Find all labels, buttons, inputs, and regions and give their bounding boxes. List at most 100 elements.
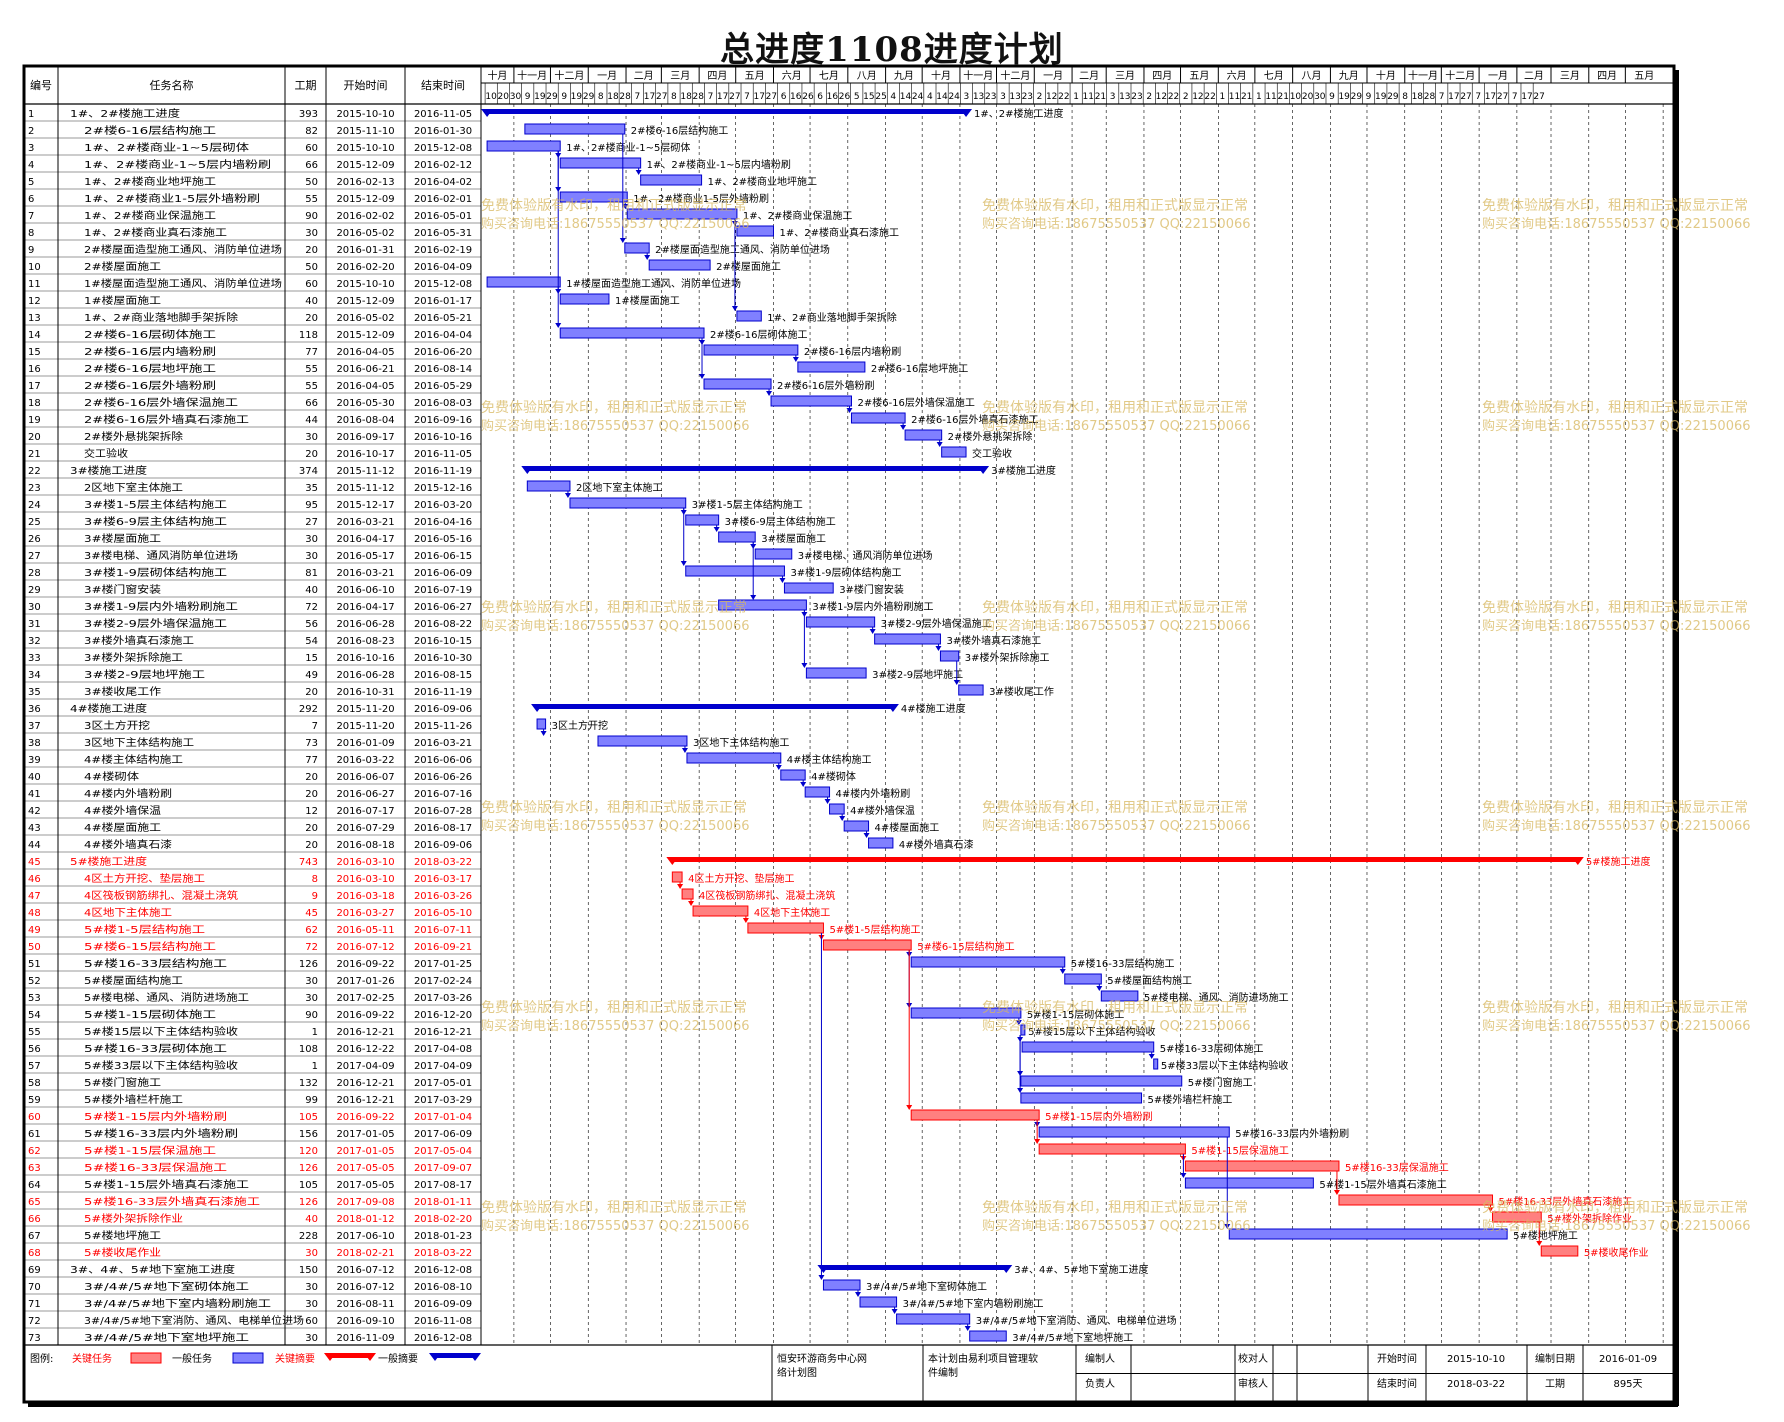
watermark-text: 免费体验版有水印，租用和正式版显示正常 [982, 400, 1248, 416]
watermark-text: 免费体验版有水印，租用和正式版显示正常 [481, 800, 747, 816]
dependency-arrow [713, 527, 720, 532]
bar-label: 3#楼门窗安装 [839, 583, 904, 596]
day-label: 14 [936, 92, 948, 102]
task-duration: 228 [299, 1231, 318, 1242]
task-duration: 30 [305, 1282, 318, 1293]
task-id: 69 [28, 1265, 41, 1276]
task-start: 2015-11-12 [336, 466, 394, 477]
task-duration: 55 [305, 194, 318, 205]
watermark-text: 免费体验版有水印，租用和正式版显示正常 [982, 198, 1248, 214]
footer-date-label: 编制日期 [1535, 1352, 1575, 1365]
task-start: 2016-02-02 [336, 211, 394, 222]
task-bar [1038, 1126, 1230, 1138]
task-bar [1064, 973, 1102, 985]
month-label: 十月 [487, 69, 507, 82]
task-name: 3#楼1-9层砌体结构施工 [84, 566, 227, 579]
task-id: 7 [28, 211, 34, 222]
task-duration: 40 [305, 1214, 318, 1225]
task-start: 2016-05-02 [336, 313, 394, 324]
task-id: 73 [28, 1333, 41, 1344]
task-id: 24 [28, 500, 41, 511]
task-bar [1100, 990, 1139, 1002]
bar-label: 3#楼电梯、通风消防单位进场 [798, 549, 933, 562]
task-duration: 20 [305, 772, 318, 783]
bar-label: 3#楼2-9层地坪施工 [872, 668, 963, 681]
legend-critical-task: 关键任务 [72, 1352, 112, 1365]
bar-label: 2#楼6-16层结构施工 [631, 124, 728, 137]
bar-label: 5#楼16-33层外墙真石漆施工 [1499, 1195, 1633, 1208]
footer-responsible: 负责人 [1085, 1377, 1115, 1390]
dependency-arrow [688, 901, 695, 906]
month-label: 九月 [894, 70, 914, 82]
bar-label: 5#楼地坪施工 [1513, 1229, 1578, 1242]
day-label: 27 [1533, 92, 1544, 102]
watermark-text: 购买咨询电话:18675550537 QQ:22150066 [982, 618, 1251, 634]
day-label: 18 [1412, 92, 1424, 102]
task-duration: 49 [305, 670, 318, 681]
task-duration: 30 [305, 993, 318, 1004]
task-id: 6 [28, 194, 34, 205]
task-end: 2016-04-04 [414, 330, 472, 341]
task-end: 2016-08-14 [414, 364, 472, 375]
task-bar [910, 956, 1066, 968]
bar-label: 1#楼屋面造型施工通风、消防单位进场 [566, 277, 741, 290]
task-id: 2 [28, 126, 34, 137]
task-start: 2015-12-09 [336, 160, 394, 171]
task-duration: 120 [299, 1146, 318, 1157]
day-label: 21 [1241, 92, 1252, 102]
task-duration: 292 [299, 704, 318, 715]
dependency-arrow [680, 561, 687, 566]
task-id: 54 [28, 1010, 41, 1021]
day-label: 19 [534, 92, 546, 102]
task-id: 9 [28, 245, 34, 256]
task-start: 2016-07-12 [336, 942, 394, 953]
day-label: 7 [1439, 92, 1445, 102]
frame-shadow [28, 1403, 1678, 1407]
task-duration: 30 [305, 432, 318, 443]
task-end: 2016-04-09 [414, 262, 472, 273]
dependency-arrow [869, 629, 876, 634]
task-start: 2016-07-12 [336, 1282, 394, 1293]
task-duration: 62 [305, 925, 318, 936]
watermark-text: 购买咨询电话:18675550537 QQ:22150066 [982, 418, 1251, 434]
task-id: 57 [28, 1061, 41, 1072]
task-duration: 72 [305, 942, 318, 953]
dependency-arrow [540, 731, 547, 736]
day-label: 7 [1512, 92, 1518, 102]
summary-cap [666, 857, 679, 865]
task-bar [536, 718, 547, 730]
summary-bar [527, 466, 984, 471]
task-start: 2016-12-21 [336, 1027, 394, 1038]
task-start: 2016-03-10 [336, 874, 394, 885]
task-bar [685, 514, 720, 526]
footer-project: 络计划图 [777, 1366, 817, 1379]
task-bar [736, 225, 774, 237]
task-start: 2015-12-09 [336, 330, 394, 341]
day-label: 19 [1338, 92, 1350, 102]
task-name: 4#楼屋面施工 [84, 821, 161, 834]
task-bar [718, 531, 756, 543]
task-end: 2016-03-26 [414, 891, 472, 902]
task-bar [597, 735, 688, 747]
task-id: 39 [28, 755, 41, 766]
bar-label: 5#楼16-33层砌体施工 [1160, 1042, 1264, 1055]
summary-bar [487, 109, 967, 114]
task-end: 2016-07-11 [414, 925, 472, 936]
month-label: 二月 [1079, 70, 1099, 82]
task-id: 45 [28, 857, 41, 868]
task-id: 44 [28, 840, 41, 851]
task-id: 66 [28, 1214, 41, 1225]
task-end: 2016-06-09 [414, 568, 472, 579]
dependency-arrow [1224, 1224, 1231, 1229]
task-name: 1#、2#楼商业-1~5层砌体 [84, 141, 249, 154]
task-start: 2015-10-10 [336, 143, 394, 154]
task-start: 2017-01-05 [336, 1146, 394, 1157]
task-start: 2017-05-05 [336, 1163, 394, 1174]
task-id: 46 [28, 874, 41, 885]
watermark-text: 购买咨询电话:18675550537 QQ:22150066 [982, 216, 1251, 232]
day-label: 17 [717, 92, 728, 102]
task-name: 2#楼6-16层外墙真石漆施工 [84, 413, 249, 426]
bar-label: 5#楼屋面结构施工 [1107, 974, 1192, 987]
task-bar [692, 905, 749, 917]
day-label: 12 [1192, 92, 1203, 102]
